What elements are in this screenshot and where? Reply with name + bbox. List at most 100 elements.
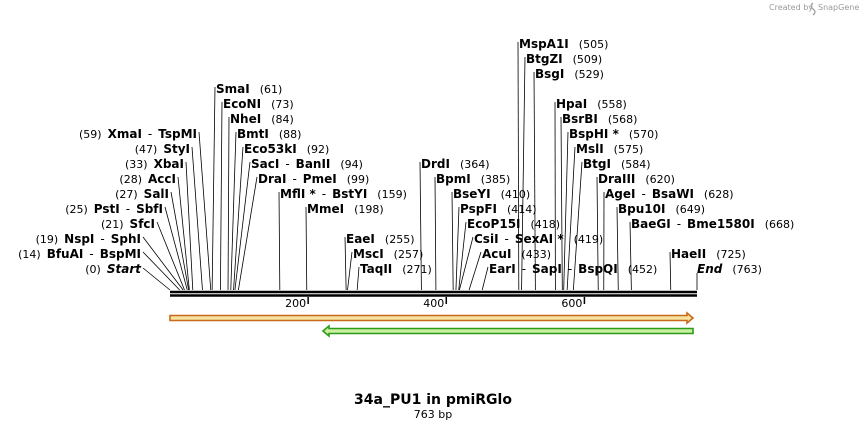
- leader-line-ecop15i: [458, 221, 467, 291]
- leader-line-bsrbi: [560, 116, 563, 291]
- leader-line-smai: [211, 86, 216, 291]
- leader-line-sfci: [156, 221, 185, 291]
- site-label-part: (84): [271, 113, 294, 126]
- leader-line-bsphi: [563, 131, 569, 291]
- site-label-part: NspI: [64, 232, 94, 246]
- green-arrow-feature: [321, 324, 694, 338]
- site-label-xbai: (33) XbaI: [125, 157, 184, 171]
- site-label-baegi: BaeGI - Bme1580I (668): [631, 217, 794, 231]
- site-label-part: -: [322, 187, 326, 201]
- snapgene-logo-icon: [810, 2, 816, 16]
- site-label-part: EarI: [489, 262, 516, 276]
- site-label-part: (414): [507, 203, 537, 216]
- orange-arrow-feature: [169, 311, 695, 325]
- leader-line-eari: [481, 266, 489, 291]
- site-label-nhei: NheI (84): [230, 112, 294, 126]
- leader-line-mfli: [278, 191, 281, 291]
- site-label-part: End: [697, 262, 723, 276]
- site-label-part: SfcI: [130, 217, 155, 231]
- site-label-part: (433): [521, 248, 551, 261]
- site-label-drdi: DrdI (364): [421, 157, 490, 171]
- site-label-part: MscI: [353, 247, 384, 261]
- site-label-part: (668): [765, 218, 795, 231]
- site-label-bsrbi: BsrBI (568): [562, 112, 637, 126]
- leader-line-msci: [347, 251, 353, 291]
- site-label-part: (271): [402, 263, 432, 276]
- site-label-part: BaeGI: [631, 217, 671, 231]
- site-label-part: HaeII: [671, 247, 706, 261]
- site-label-eaei: EaeI (255): [346, 232, 415, 246]
- site-label-psti: (25) PstI - SbfI: [65, 202, 163, 216]
- site-label-part: BanII: [296, 157, 331, 171]
- site-label-saci: SacI - BanII (94): [251, 157, 363, 171]
- site-label-hpai: HpaI (558): [556, 97, 627, 111]
- site-label-ecop15i: EcoP15I (418): [467, 217, 560, 231]
- site-label-mmei: MmeI (198): [307, 202, 384, 216]
- site-label-part: -: [522, 262, 526, 276]
- site-label-bpu10i: Bpu10I (649): [618, 202, 705, 216]
- site-label-drai: DraI - PmeI (99): [258, 172, 369, 186]
- site-label-part: (88): [279, 128, 302, 141]
- site-label-econi: EcoNI (73): [223, 97, 294, 111]
- ruler-ticks: 200 400 600: [285, 297, 586, 310]
- leader-line-drai: [237, 176, 258, 291]
- site-label-part: -: [505, 232, 509, 246]
- site-label-acci: (28) AccI: [119, 172, 176, 186]
- site-label-part: BspQI: [578, 262, 618, 276]
- site-label-part: (92): [307, 143, 330, 156]
- site-label-part: Bpu10I: [618, 202, 665, 216]
- site-label-part: TaqII: [360, 262, 392, 276]
- site-label-bsgi: BsgI (529): [535, 67, 604, 81]
- site-label-part: PmeI: [303, 172, 337, 186]
- leader-line-mmei: [305, 206, 308, 291]
- site-label-part: (575): [614, 143, 644, 156]
- site-label-part: -: [148, 127, 152, 141]
- site-label-part: (99): [347, 173, 370, 186]
- site-label-acui: AcuI (433): [482, 247, 551, 261]
- site-label-bseyi: BseYI (410): [453, 187, 530, 201]
- site-label-part: (257): [394, 248, 424, 261]
- site-label-part: (21): [101, 218, 124, 231]
- site-label-part: BsgI: [535, 67, 564, 81]
- map-length: 763 bp: [414, 408, 452, 421]
- leader-line-acui: [468, 251, 482, 291]
- site-label-part: Start: [107, 262, 142, 276]
- leader-line-bfuai: [142, 251, 180, 291]
- leader-line-csii: [459, 236, 474, 291]
- ruler-tick-label: 400: [423, 297, 444, 310]
- site-label-part: (385): [481, 173, 511, 186]
- site-label-part: AcuI: [482, 247, 511, 261]
- site-label-end: End (763): [697, 262, 762, 276]
- site-label-part: BspHI *: [569, 127, 620, 141]
- site-label-part: BstYI: [332, 187, 367, 201]
- site-label-part: (59): [79, 128, 102, 141]
- site-label-part: SmaI: [216, 82, 250, 96]
- leader-line-taqii: [356, 266, 360, 291]
- site-label-part: CsiI: [474, 232, 499, 246]
- site-label-part: (725): [716, 248, 746, 261]
- site-label-part: PspFI: [460, 202, 497, 216]
- site-label-part: (0): [85, 263, 101, 276]
- site-label-part: MspA1I: [519, 37, 569, 51]
- site-label-part: PstI: [94, 202, 120, 216]
- site-label-part: BsaWI: [652, 187, 694, 201]
- site-label-part: (620): [645, 173, 675, 186]
- site-label-sfci: (21) SfcI: [101, 217, 155, 231]
- leader-line-btgi: [572, 161, 583, 291]
- site-label-mfli: MflI * - BstYI (159): [280, 187, 407, 201]
- site-label-part: (509): [573, 53, 603, 66]
- site-label-part: -: [126, 202, 130, 216]
- site-label-haeii: HaeII (725): [671, 247, 746, 261]
- site-label-msci: MscI (257): [353, 247, 423, 261]
- site-label-btgzi: BtgZI (509): [526, 52, 602, 66]
- leader-line-eco53ki: [233, 146, 244, 291]
- site-label-part: (529): [574, 68, 604, 81]
- site-label-part: (94): [340, 158, 363, 171]
- site-label-part: BspMI: [100, 247, 141, 261]
- leader-line-drdi: [419, 161, 422, 291]
- leader-line-pspfi: [455, 206, 460, 291]
- leader-line-start: [142, 267, 171, 291]
- leader-line-mspa1i: [517, 41, 520, 291]
- site-label-part: Eco53kI: [244, 142, 297, 156]
